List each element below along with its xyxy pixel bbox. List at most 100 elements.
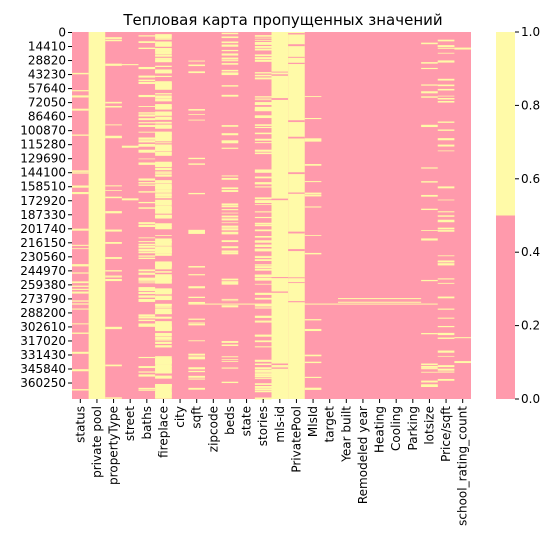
heatmap-cell xyxy=(105,39,122,42)
heatmap-cell xyxy=(288,192,305,194)
heatmap-cell xyxy=(254,39,272,41)
heatmap-cell xyxy=(254,48,272,51)
heatmap-cell xyxy=(254,54,272,57)
heatmap-cell xyxy=(437,78,455,81)
heatmap-cell xyxy=(138,125,156,127)
heatmap-cell xyxy=(105,257,122,259)
heatmap-cell xyxy=(155,151,172,153)
heatmap-cell xyxy=(221,60,239,62)
heatmap-cell xyxy=(138,280,156,282)
heatmap-cell xyxy=(254,383,272,385)
heatmap-cell xyxy=(254,186,272,188)
heatmap-cell xyxy=(254,96,272,97)
y-tick-label: 273790 xyxy=(20,292,66,306)
heatmap-cell xyxy=(437,121,455,123)
colorbar-tick-label: 0.0 xyxy=(521,392,540,406)
heatmap-cell xyxy=(72,369,89,372)
chart-title: Тепловая карта пропущенных значений xyxy=(122,11,442,29)
heatmap-cell xyxy=(105,196,122,199)
heatmap-cell xyxy=(221,41,239,44)
heatmap-cell xyxy=(138,207,156,209)
x-tick-label: Parking xyxy=(406,406,420,451)
heatmap-cell xyxy=(254,42,272,45)
heatmap-cell xyxy=(138,287,156,289)
heatmap-cell xyxy=(221,72,239,75)
heatmap-cell xyxy=(254,373,272,376)
heatmap-cell xyxy=(138,390,156,391)
heatmap-cell xyxy=(121,145,139,148)
x-tick-label: Price/sqft xyxy=(439,406,453,462)
heatmap-cell xyxy=(155,326,172,331)
heatmap-cell xyxy=(155,201,172,205)
heatmap-cell xyxy=(421,238,438,241)
heatmap-cell xyxy=(254,171,272,173)
y-tick-label: 201740 xyxy=(20,222,66,236)
heatmap-cell xyxy=(188,231,205,234)
heatmap-cell xyxy=(188,303,438,305)
heatmap-cell xyxy=(155,55,172,57)
colorbar-tick-label: 0.6 xyxy=(521,172,540,186)
heatmap-cell xyxy=(105,327,122,330)
heatmap-cell xyxy=(254,321,272,323)
heatmap-cell xyxy=(138,356,156,359)
heatmap-cell xyxy=(138,158,156,160)
y-tick-label: 230560 xyxy=(20,250,66,264)
heatmap-cell xyxy=(221,49,239,52)
heatmap-cell xyxy=(454,337,471,339)
heatmap-cell xyxy=(155,388,172,392)
heatmap-cell xyxy=(254,224,272,227)
heatmap-cell xyxy=(188,157,205,160)
heatmap-cell xyxy=(254,359,272,361)
heatmap-cell xyxy=(155,312,172,314)
heatmap-cell xyxy=(138,137,156,140)
heatmap-cell xyxy=(421,96,438,98)
heatmap-cell xyxy=(138,191,156,193)
heatmap-cell xyxy=(138,237,156,239)
heatmap-cell xyxy=(138,182,156,184)
colorbar-tick-label: 0.2 xyxy=(521,319,540,333)
heatmap-cell xyxy=(188,266,205,268)
heatmap-cell xyxy=(421,124,438,128)
heatmap-cell xyxy=(138,387,156,390)
heatmap-cell xyxy=(304,234,322,236)
y-tick-label: 86460 xyxy=(28,110,66,124)
heatmap-cell xyxy=(221,298,239,300)
heatmap-cell xyxy=(254,397,272,400)
heatmap-cell xyxy=(437,368,455,371)
heatmap-cell xyxy=(254,372,272,374)
heatmap-cell xyxy=(155,106,172,109)
heatmap-cell xyxy=(155,361,172,365)
heatmap-cell xyxy=(221,53,239,56)
heatmap-cell xyxy=(155,309,172,314)
heatmap-cell xyxy=(254,340,272,343)
heatmap-cell xyxy=(221,133,239,136)
heatmap-cell xyxy=(155,34,172,37)
heatmap-cell xyxy=(221,206,239,208)
heatmap-cell xyxy=(254,176,272,179)
heatmap-cell xyxy=(138,289,156,292)
heatmap-cell xyxy=(304,164,322,166)
heatmap-column-school-rating-count xyxy=(454,47,471,364)
heatmap-cell xyxy=(421,84,438,86)
heatmap-cell xyxy=(254,259,272,261)
heatmap-cell xyxy=(155,266,172,270)
heatmap-cell xyxy=(155,223,172,228)
heatmap-cell xyxy=(72,248,89,250)
heatmap-cell xyxy=(155,36,172,38)
heatmap-cell xyxy=(254,103,272,105)
heatmap-cell xyxy=(155,342,172,344)
heatmap-cell xyxy=(221,58,239,60)
heatmap-cell xyxy=(254,106,272,109)
colorbar: 0.0 0.2 0.4 0.6 0.8 1.0 xyxy=(496,25,540,406)
heatmap-cell xyxy=(254,107,272,110)
heatmap-cell xyxy=(304,361,322,364)
heatmap-cell xyxy=(221,359,239,360)
heatmap-cell xyxy=(271,291,289,293)
heatmap-cell xyxy=(155,163,172,166)
heatmap-cell xyxy=(288,172,305,175)
heatmap-cell xyxy=(72,170,89,172)
heatmap-cell xyxy=(155,214,172,219)
heatmap-cell xyxy=(221,37,239,39)
heatmap-cell xyxy=(138,118,156,121)
heatmap-cell xyxy=(72,285,89,287)
